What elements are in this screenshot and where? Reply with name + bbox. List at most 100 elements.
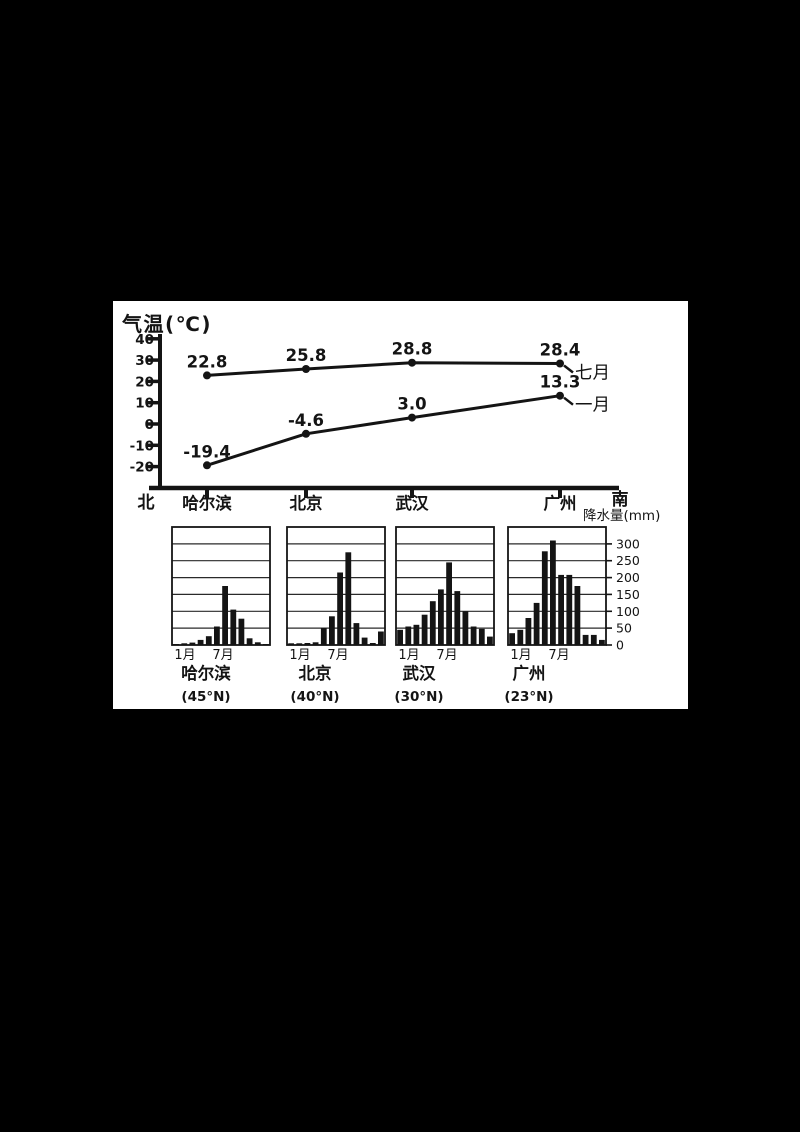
precip-bar-month-5 bbox=[320, 628, 327, 645]
temp-x-city-label: 北京 bbox=[290, 493, 323, 513]
temp-y-tick-label: 0 bbox=[145, 417, 154, 433]
precip-bar-month-11 bbox=[590, 634, 597, 645]
precip-month-label-jan: 1月 bbox=[174, 648, 195, 663]
temp-data-point-january bbox=[203, 461, 211, 470]
precip-bar-month-5 bbox=[205, 636, 212, 645]
precip-box-4 bbox=[507, 526, 607, 646]
precip-bar-month-8 bbox=[566, 574, 573, 645]
precip-bar-month-2 bbox=[296, 643, 303, 645]
precip-month-label-jul: 7月 bbox=[212, 648, 233, 663]
precip-month-label-jan: 1月 bbox=[289, 648, 310, 663]
precip-box-1 bbox=[171, 526, 271, 646]
precip-bar-month-1 bbox=[397, 629, 403, 645]
precip-bar-month-8 bbox=[454, 591, 461, 645]
precip-bar-month-3 bbox=[525, 618, 532, 645]
temp-value-label-january: -19.4 bbox=[183, 442, 231, 461]
temp-series-name-july: 七月 bbox=[575, 364, 610, 384]
precip-bar-month-1 bbox=[173, 644, 179, 645]
precip-bar-month-9 bbox=[238, 618, 245, 645]
temp-y-tick-label: 30 bbox=[135, 353, 154, 369]
temp-y-tick-label: 10 bbox=[135, 396, 154, 412]
temp-value-label-july: 28.4 bbox=[540, 341, 581, 360]
precip-bar-month-1 bbox=[509, 633, 515, 645]
precip-bar-month-4 bbox=[312, 642, 319, 645]
temp-y-tick-label: -10 bbox=[130, 438, 154, 454]
precip-y-tick-label: 0 bbox=[616, 638, 624, 653]
precip-bar-month-7 bbox=[446, 562, 452, 645]
temp-y-tick-label: -20 bbox=[130, 460, 154, 476]
precip-bar-month-6 bbox=[550, 540, 556, 645]
precip-bar-month-7 bbox=[222, 586, 228, 645]
precip-bar-month-10 bbox=[470, 626, 477, 645]
temp-data-point-january bbox=[408, 413, 416, 422]
temp-data-point-july bbox=[556, 359, 564, 368]
precip-bar-month-11 bbox=[254, 642, 261, 645]
precip-bar-month-5 bbox=[429, 601, 436, 645]
temp-x-city-label: 武汉 bbox=[396, 493, 430, 513]
precip-bar-month-6 bbox=[329, 616, 335, 645]
precip-city-name: 武汉 bbox=[403, 663, 437, 683]
precip-bar-month-10 bbox=[582, 634, 589, 645]
precip-y-tick-label: 200 bbox=[616, 570, 640, 585]
temp-value-label-january: 3.0 bbox=[397, 395, 426, 414]
precip-bar-month-10 bbox=[361, 637, 368, 645]
precip-bar-month-9 bbox=[462, 611, 469, 645]
temp-series-name-january: 一月 bbox=[575, 396, 610, 416]
precip-city-name: 广州 bbox=[513, 663, 546, 683]
temp-value-label-january: -4.6 bbox=[288, 411, 324, 430]
precip-y-tick-label: 100 bbox=[616, 604, 640, 619]
precip-bar-month-4 bbox=[533, 602, 540, 645]
precip-bar-month-2 bbox=[181, 643, 188, 645]
precip-bar-month-8 bbox=[230, 609, 237, 645]
temp-data-point-july bbox=[408, 358, 416, 367]
precip-city-latitude: (45°N) bbox=[181, 689, 230, 705]
precip-bar-month-7 bbox=[558, 574, 564, 645]
precip-bar-month-7 bbox=[337, 572, 343, 645]
precip-bar-month-12 bbox=[599, 639, 605, 645]
precip-bar-month-2 bbox=[405, 626, 412, 645]
precip-bar-month-3 bbox=[304, 643, 311, 645]
temp-y-tick-label: 40 bbox=[135, 332, 154, 348]
precip-bar-month-5 bbox=[541, 551, 548, 645]
precip-bar-month-12 bbox=[487, 636, 493, 645]
temp-series-line-july bbox=[206, 361, 561, 377]
temp-data-point-january bbox=[556, 391, 564, 400]
series-label-connector-january bbox=[563, 396, 574, 406]
precip-bar-month-9 bbox=[353, 623, 360, 645]
precip-city-name: 哈尔滨 bbox=[181, 663, 231, 683]
temp-value-label-july: 22.8 bbox=[187, 352, 228, 371]
south-end-label: 南 bbox=[612, 489, 629, 510]
temp-value-label-july: 28.8 bbox=[392, 340, 433, 359]
precip-bar-month-4 bbox=[197, 639, 204, 645]
temp-y-tick-label: 20 bbox=[135, 374, 154, 390]
precip-y-tick-label: 300 bbox=[616, 536, 640, 551]
series-label-connector-july bbox=[563, 364, 574, 374]
precip-city-latitude: (23°N) bbox=[504, 689, 553, 705]
precip-bar-month-6 bbox=[214, 626, 220, 645]
temp-data-point-july bbox=[302, 365, 310, 373]
precip-bar-month-8 bbox=[345, 552, 352, 645]
north-end-label: 北 bbox=[138, 493, 155, 513]
precip-bar-month-11 bbox=[369, 643, 376, 645]
precip-month-label-jul: 7月 bbox=[436, 648, 457, 663]
precip-bar-month-1 bbox=[288, 643, 294, 645]
precip-bar-month-9 bbox=[574, 586, 581, 645]
temp-x-city-label: 广州 bbox=[544, 493, 577, 513]
precip-axis-title: 降水量(mm) bbox=[583, 508, 660, 524]
precip-month-label-jan: 1月 bbox=[398, 648, 419, 663]
precip-y-tick-label: 50 bbox=[616, 621, 632, 636]
temp-data-point-january bbox=[302, 429, 310, 438]
precip-bar-month-3 bbox=[413, 624, 420, 645]
precip-bar-month-12 bbox=[378, 631, 384, 645]
precip-bar-month-11 bbox=[478, 628, 485, 645]
precip-city-latitude: (40°N) bbox=[290, 689, 339, 705]
precip-month-label-jan: 1月 bbox=[510, 648, 531, 663]
precip-month-label-jul: 7月 bbox=[327, 648, 348, 663]
precip-bar-month-3 bbox=[189, 642, 196, 645]
precip-city-latitude: (30°N) bbox=[394, 689, 443, 705]
precip-y-tick-label: 150 bbox=[616, 587, 640, 602]
precip-bar-month-6 bbox=[438, 589, 444, 645]
precip-y-tick-label: 250 bbox=[616, 553, 640, 568]
